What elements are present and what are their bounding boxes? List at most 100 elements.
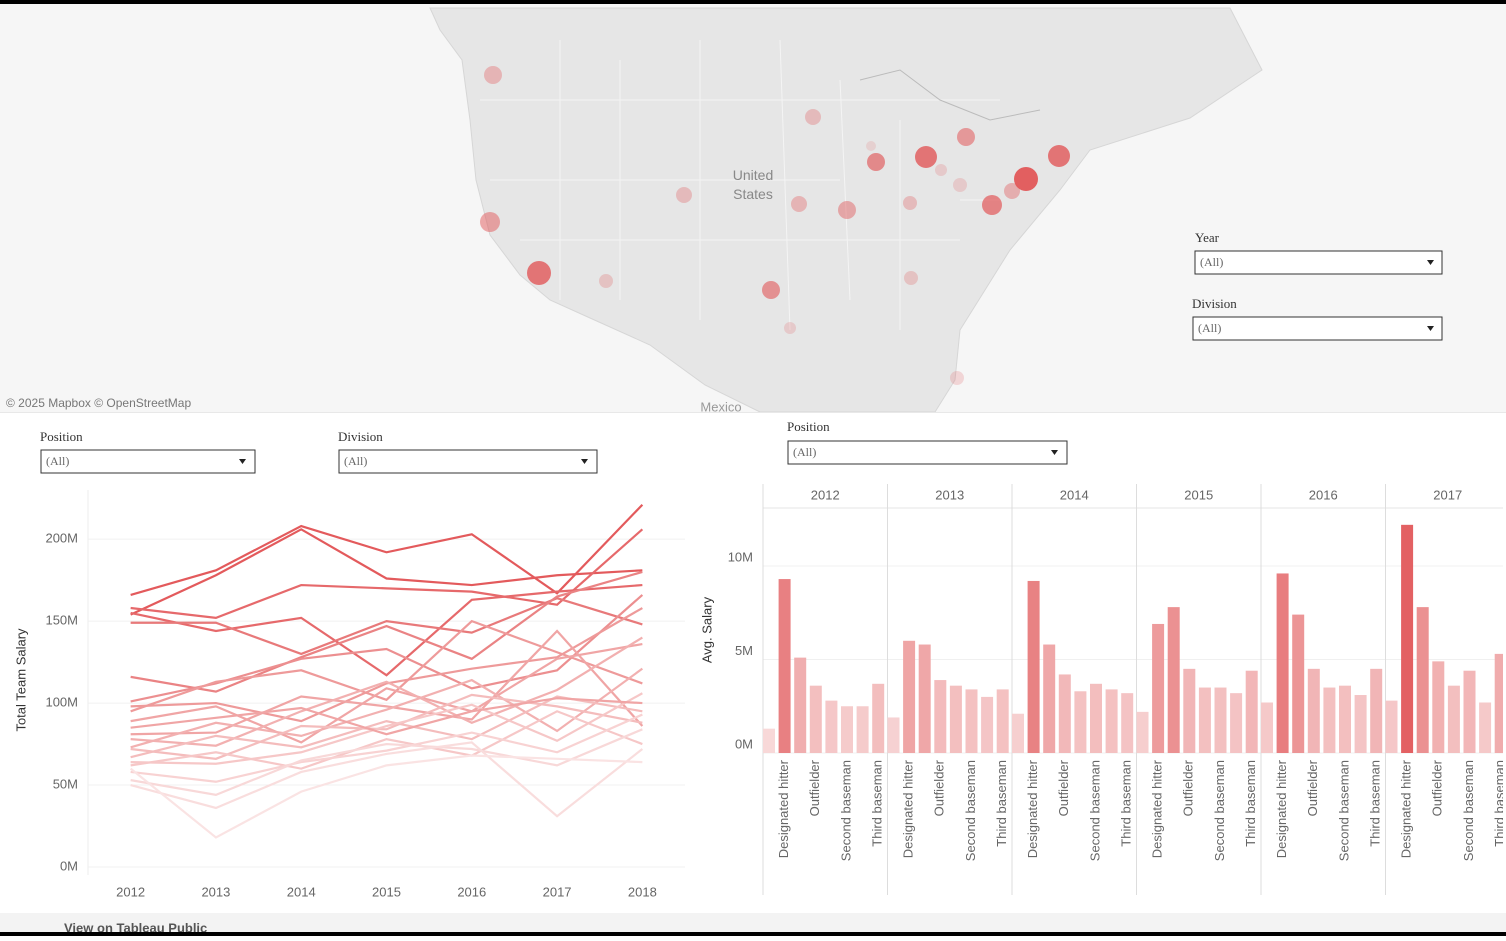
dropdown-arrow — [1427, 326, 1434, 331]
bar — [1214, 687, 1227, 753]
filter-value: (All) — [1198, 321, 1221, 335]
series-line — [130, 693, 643, 760]
bar — [1261, 702, 1273, 753]
x-tick-label: 2016 — [457, 884, 486, 899]
y-axis-title: Total Team Salary — [13, 628, 28, 732]
bar — [1354, 695, 1367, 753]
bar — [1183, 668, 1196, 753]
panel-header: 2016 — [1309, 487, 1338, 502]
map-bubble — [915, 146, 937, 168]
map-borders — [480, 39, 1000, 331]
bar — [1323, 687, 1336, 753]
filter-box[interactable] — [1192, 316, 1443, 341]
filter[interactable]: Division (All) — [338, 429, 598, 474]
bar — [856, 706, 869, 753]
footer-link[interactable]: View on Tableau Public — [64, 920, 207, 935]
x-tick-label: Second baseman — [963, 760, 978, 861]
map-bubble — [953, 178, 967, 192]
map-bubble — [867, 153, 885, 171]
bar — [1385, 700, 1398, 753]
panel-header: 2012 — [811, 487, 840, 502]
x-tick-label: Designated hitter — [1025, 759, 1040, 858]
x-tick-label: Third baseman — [870, 760, 885, 847]
filter-value: (All) — [793, 445, 816, 459]
series-line — [129, 754, 643, 839]
dropdown-arrow — [581, 459, 588, 464]
map-bubble — [1048, 145, 1070, 167]
series-line — [130, 594, 644, 703]
x-tick-label: 2017 — [543, 884, 572, 899]
y-tick-label: 100M — [45, 695, 78, 710]
x-tick-label: Second baseman — [838, 760, 853, 861]
top-border — [0, 0, 1506, 4]
x-tick-label: 2018 — [628, 884, 657, 899]
map-bubble — [527, 261, 551, 285]
footer-bar — [0, 913, 1506, 932]
series-line — [130, 503, 644, 596]
map-bubble — [1014, 167, 1038, 191]
bar — [1152, 623, 1165, 753]
x-tick-label: Designated hitter — [1399, 759, 1414, 858]
map-bubble — [762, 281, 780, 299]
y-tick-label: 5M — [735, 643, 753, 658]
bar — [1027, 580, 1040, 753]
bar — [1292, 614, 1305, 753]
x-tick-label: Outfielder — [1056, 759, 1071, 816]
series-line — [130, 741, 644, 818]
bar — [981, 696, 994, 753]
bar — [794, 657, 807, 753]
x-tick-label: Designated hitter — [1274, 759, 1289, 858]
x-tick-label: Outfielder — [1181, 759, 1196, 816]
bar — [1090, 683, 1102, 753]
panel-header: 2015 — [1184, 487, 1213, 502]
bar — [1276, 573, 1289, 753]
map-bubble — [838, 201, 856, 219]
filter[interactable]: Position (All) — [787, 419, 1068, 465]
x-tick-label: Second baseman — [1461, 760, 1476, 861]
series-line — [130, 728, 643, 797]
bar — [872, 683, 885, 753]
filter[interactable]: Position (All) — [40, 429, 256, 474]
series-line — [130, 583, 643, 677]
map-bubbles — [480, 66, 1070, 385]
bar — [1230, 693, 1243, 753]
map-bubble — [957, 128, 975, 146]
dropdown-arrow — [1427, 260, 1434, 265]
map-bubble — [484, 66, 502, 84]
x-tick-label: Designated hitter — [901, 759, 916, 858]
map-bubble — [480, 212, 500, 232]
map-bubble — [1004, 183, 1020, 199]
filter-box[interactable] — [338, 449, 598, 474]
y-tick-label: 200M — [45, 531, 78, 546]
filter[interactable]: Division (All) — [1192, 296, 1443, 341]
series-line — [130, 695, 643, 759]
map-label: United States — [732, 167, 774, 202]
x-tick-label: Designated hitter — [776, 759, 791, 858]
x-tick-label: Outfielder — [932, 759, 947, 816]
x-tick-label: 2013 — [201, 884, 230, 899]
bar — [1167, 607, 1180, 753]
bar — [1012, 713, 1024, 753]
x-tick-label: 2012 — [116, 884, 145, 899]
map-bubble — [904, 271, 918, 285]
bar — [965, 689, 978, 753]
dropdown-arrow — [1051, 450, 1058, 455]
x-tick-label: Third baseman — [1119, 760, 1134, 847]
filter[interactable]: Year (All) — [1194, 230, 1443, 275]
series-line — [130, 629, 644, 736]
map-bubble — [791, 196, 807, 212]
panel-header: 2014 — [1060, 487, 1089, 502]
x-tick-label: Outfielder — [1305, 759, 1320, 816]
panel-header: 2017 — [1433, 487, 1462, 502]
x-tick-label: Outfielder — [1430, 759, 1445, 816]
filter-box[interactable] — [1194, 250, 1443, 275]
filter-label: Position — [40, 429, 83, 444]
filter-box[interactable] — [787, 440, 1068, 465]
map-border-canada — [859, 69, 1041, 121]
x-tick-label: Third baseman — [1492, 760, 1506, 847]
filter-box[interactable] — [40, 449, 256, 474]
map-bubble — [982, 195, 1002, 215]
x-tick-label: Second baseman — [1212, 760, 1227, 861]
